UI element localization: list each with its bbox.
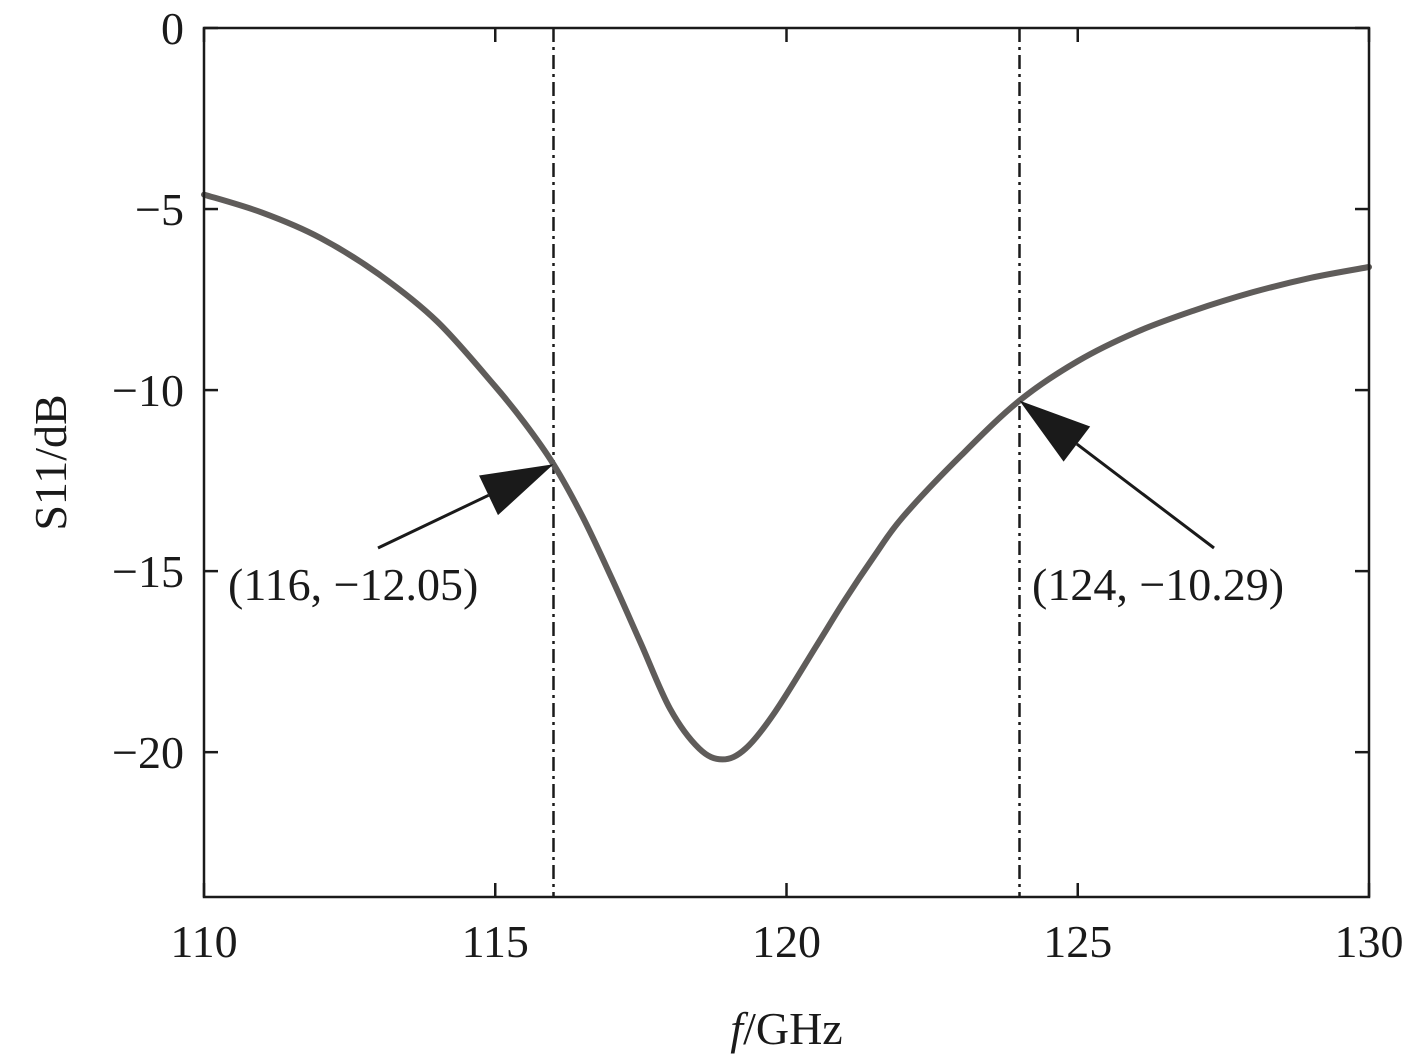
y-tick-label: −15 [112, 546, 184, 597]
y-tick-label: −20 [112, 727, 184, 778]
annotation-arrow-shaft [1075, 442, 1215, 550]
annotation-layer: (116, −12.05) (124, −10.29) [228, 400, 1284, 610]
tick-marks [202, 26, 1371, 897]
annotation-label: (124, −10.29) [1032, 559, 1284, 610]
y-tick-label: −5 [135, 184, 184, 235]
x-axis-label-unit: /GHz [743, 1003, 843, 1054]
x-tick-labels: 110 115 120 125 130 [170, 916, 1403, 967]
y-tick-labels: 0 −5 −10 −15 −20 [112, 3, 184, 778]
x-tick-label: 130 [1335, 916, 1404, 967]
plot-frame [202, 26, 1371, 899]
x-tick-label: 125 [1043, 916, 1112, 967]
x-axis-label: f/GHz [730, 1003, 842, 1054]
series-layer [201, 191, 1372, 763]
marker-lines [552, 28, 1021, 897]
x-tick-label: 115 [462, 916, 529, 967]
y-tick-label: 0 [161, 3, 184, 54]
x-tick-label: 110 [170, 916, 237, 967]
annotation-arrow-shaft [377, 493, 490, 550]
y-tick-label: −10 [112, 365, 184, 416]
y-axis-label: S11/dB [25, 394, 76, 530]
x-tick-label: 120 [752, 916, 821, 967]
s11-series-line [201, 191, 1372, 763]
annotation-label: (116, −12.05) [228, 559, 478, 610]
annotation-arrow-head [479, 464, 554, 516]
annotation-arrow-head [1019, 400, 1091, 462]
